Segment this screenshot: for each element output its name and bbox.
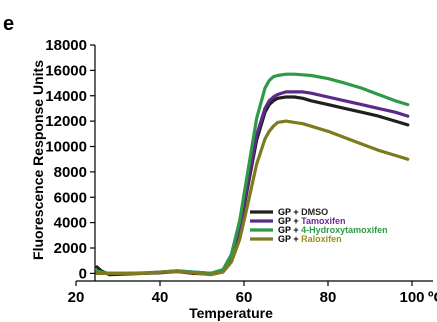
x-tick-label: 100 [399, 289, 424, 306]
y-tick-label: 8000 [54, 164, 87, 181]
y-tick-label: 18000 [45, 37, 87, 54]
y-tick-label: 12000 [45, 113, 87, 130]
legend-label-3: GP + Raloxifen [278, 234, 342, 244]
legend-label-1: GP + Tamoxifen [278, 216, 345, 226]
x-unit-label: ºC [428, 289, 437, 306]
panel-letter: e [3, 13, 14, 35]
x-tick-label: 40 [152, 289, 169, 306]
x-tick-label: 80 [320, 289, 337, 306]
x-tick-label: 20 [68, 289, 85, 306]
y-tick-label: 4000 [54, 215, 87, 232]
y-tick-label: 10000 [45, 139, 87, 156]
axes: 0 2000 4000 6000 8000 10000 12000 14000 16000 180… [45, 37, 437, 306]
legend-label-0: GP + DMSO [278, 207, 328, 217]
y-tick-label: 14000 [45, 88, 87, 105]
y-tick-label: 16000 [45, 62, 87, 79]
series-line-3 [95, 119, 410, 277]
y-tick-label: 0 [79, 265, 87, 282]
y-axis-title: Fluorescence Response Units [30, 60, 46, 260]
x-tick-label: 60 [236, 289, 253, 306]
y-tick-label: 2000 [54, 240, 87, 257]
series-layer [95, 72, 410, 277]
legend-label-2: GP + 4-Hydroxytamoxifen [278, 225, 388, 235]
y-tick-label: 6000 [54, 189, 87, 206]
x-axis-title: Temperature [189, 305, 273, 321]
